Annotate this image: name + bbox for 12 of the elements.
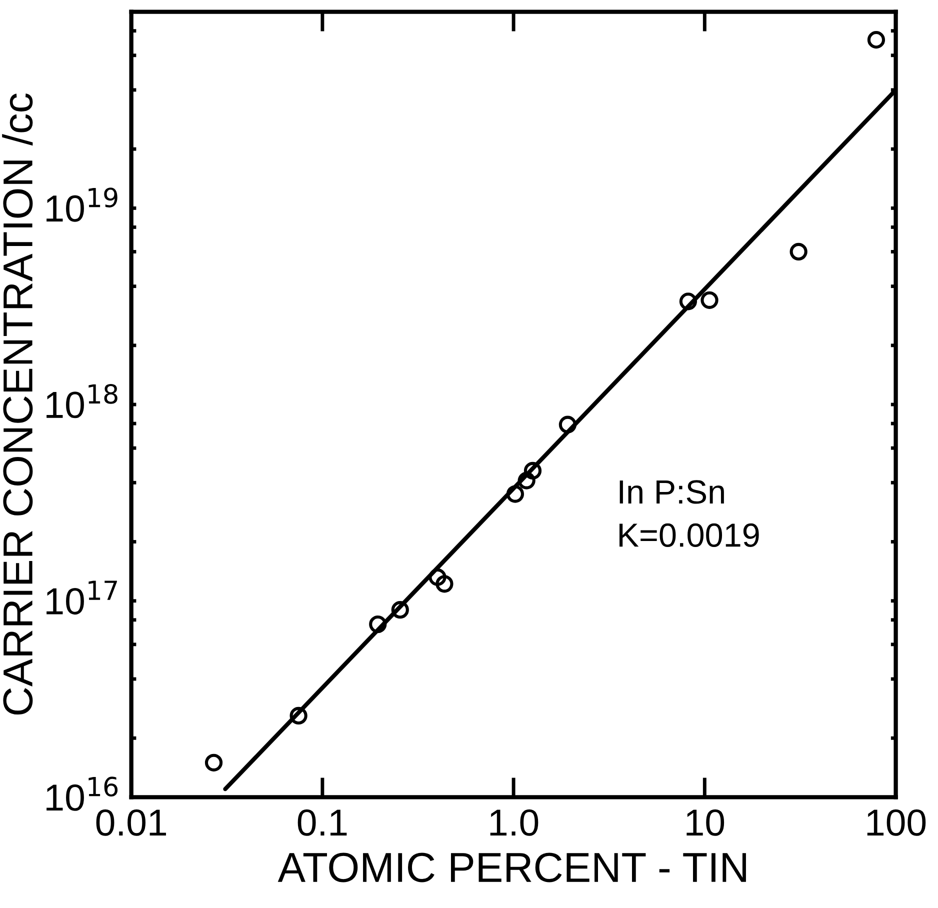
x-tick-label: 1.0 [490,809,538,836]
x-tick-label: 10 [686,809,724,836]
x-tick-label: 100 [867,809,926,836]
x-tick-label: 0.01 [96,809,166,836]
x-tick-label: 0.1 [298,809,347,836]
annotation: In P:Sn [620,480,724,504]
y-tick-label: 10$^{19}$ [46,188,118,222]
annotation: K=0.0019 [619,523,759,547]
x-axis-title: ATOMIC PERCENT - TIN [278,852,746,882]
y-tick-label: 10$^{18}$ [46,384,118,418]
y-axis-title: CARRIER CONCENTRATION /cc [2,93,33,715]
y-tick-label: 10$^{17}$ [46,580,117,615]
